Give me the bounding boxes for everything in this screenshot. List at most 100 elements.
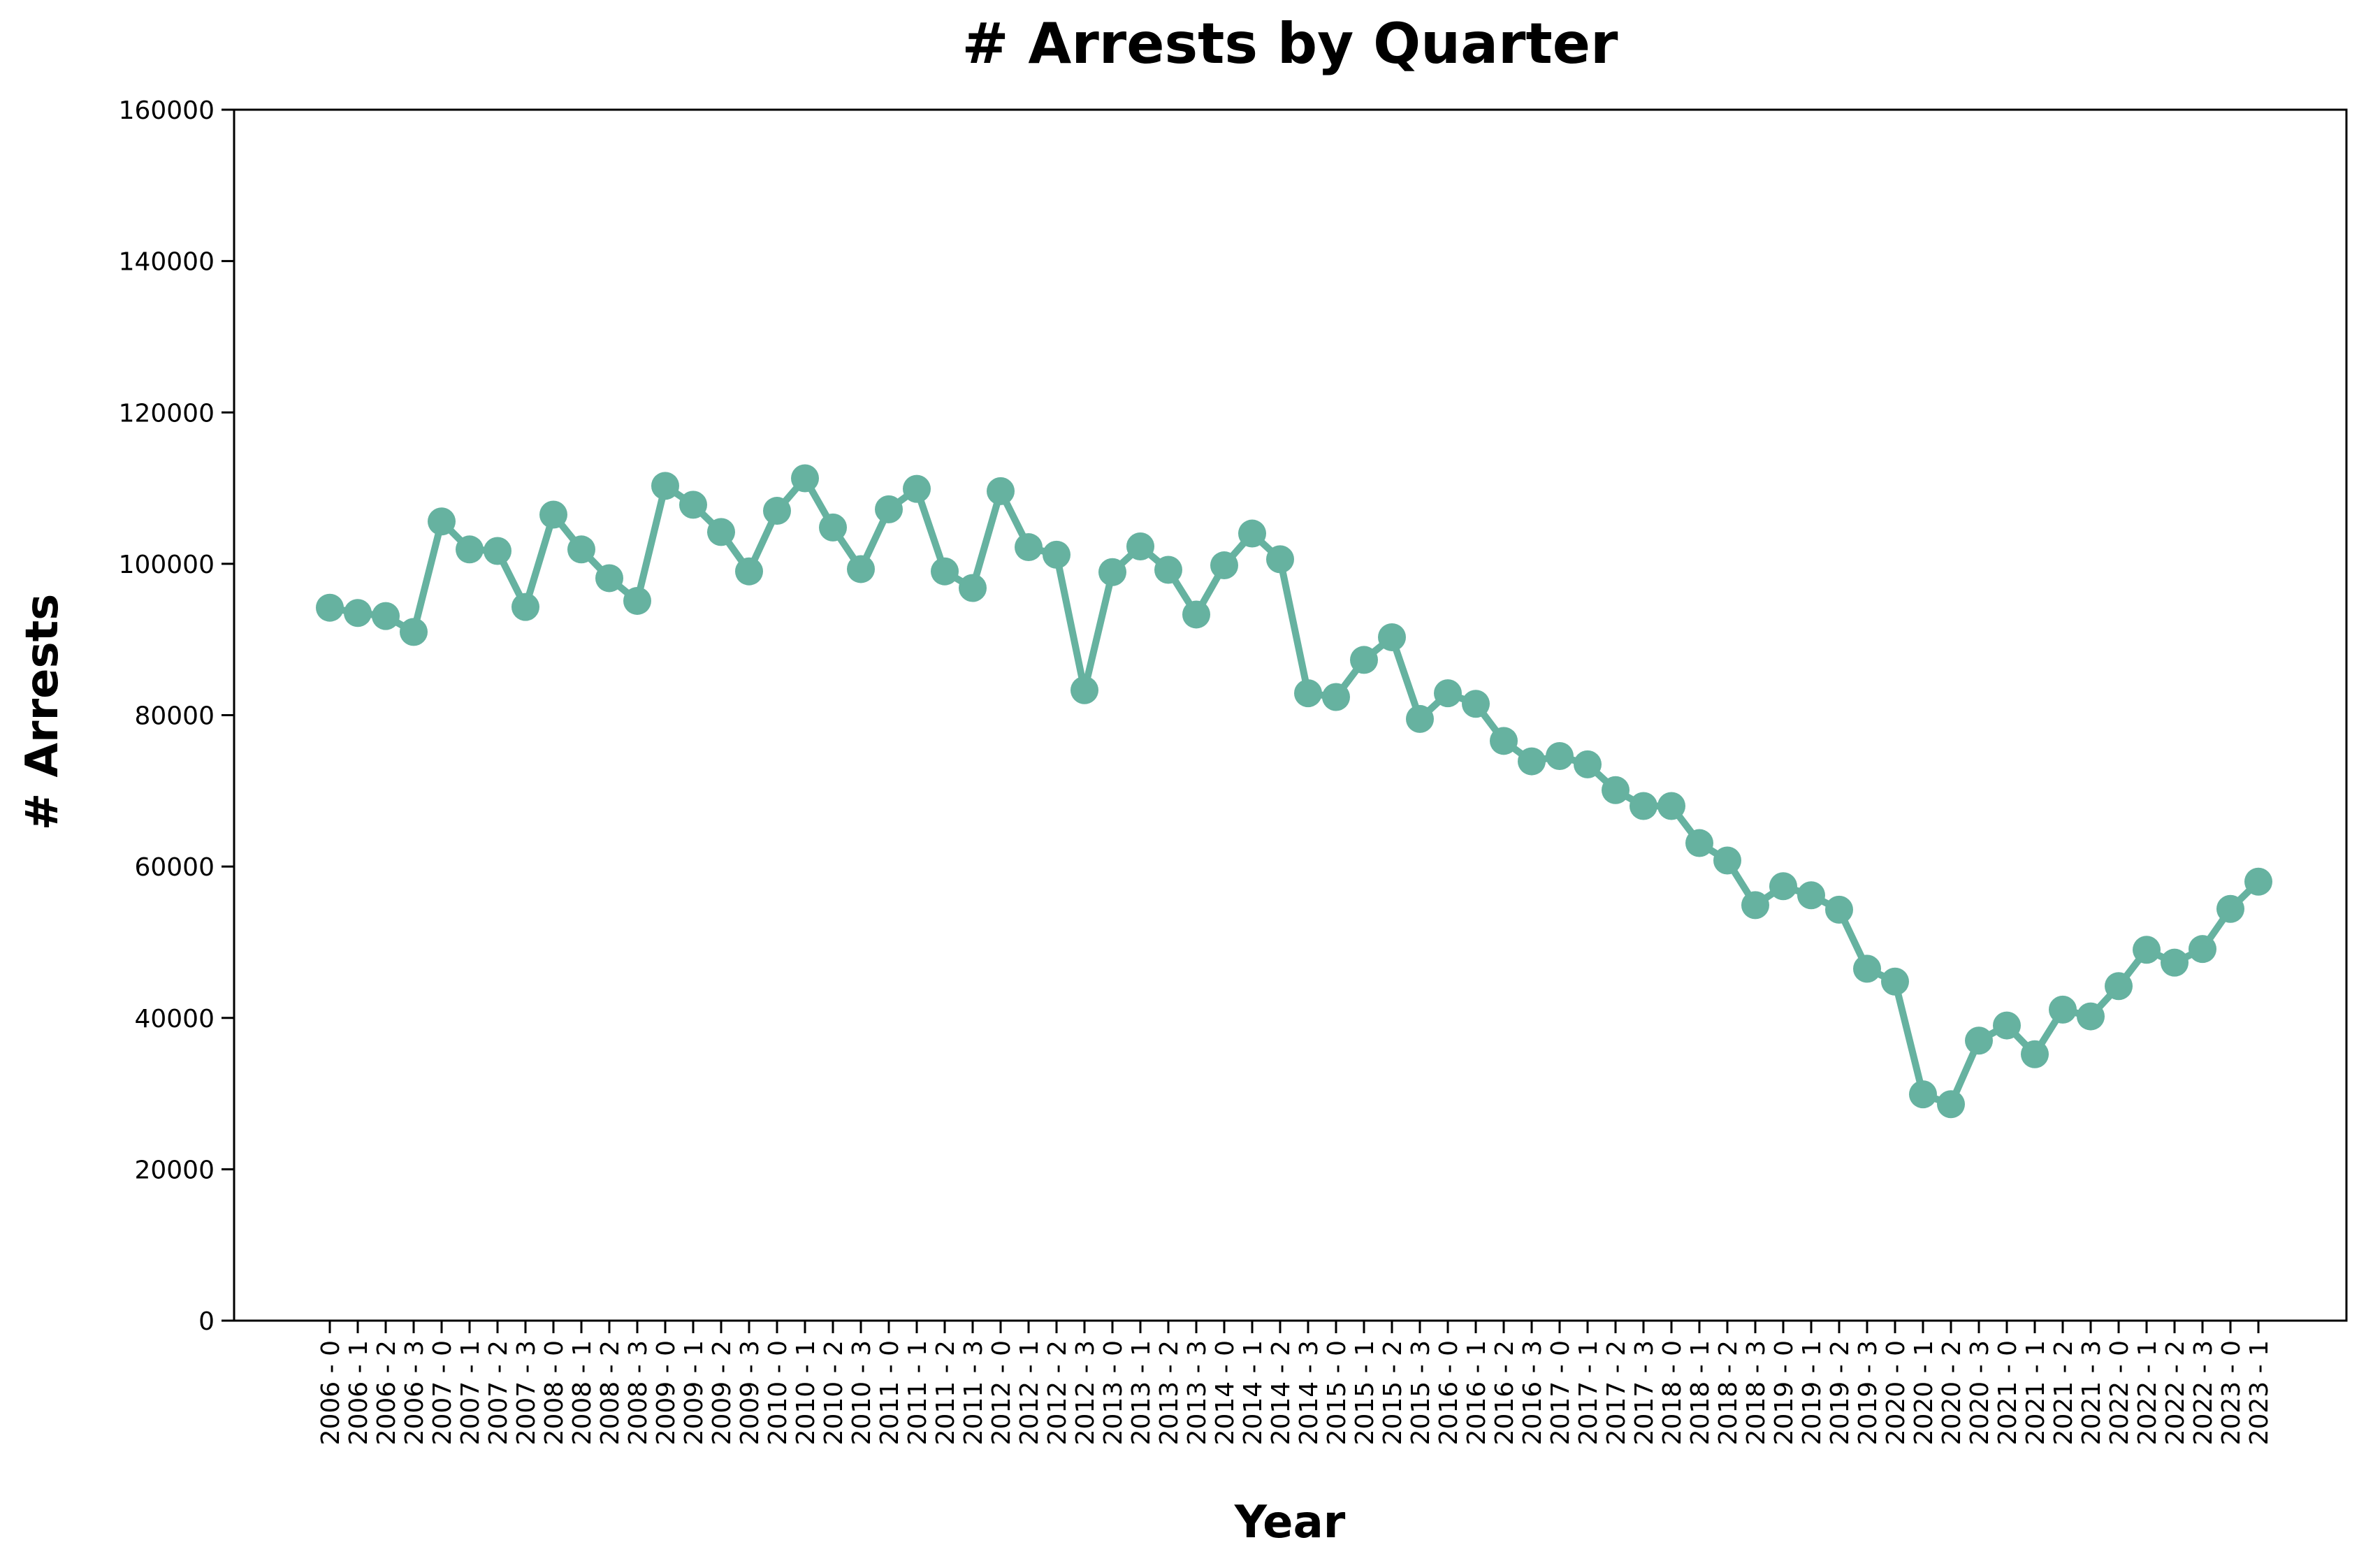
data-point bbox=[1630, 792, 1657, 820]
x-tick-label: 2007 - 0 bbox=[428, 1340, 457, 1445]
data-point bbox=[735, 557, 763, 586]
x-tick-label: 2015 - 0 bbox=[1323, 1340, 1351, 1445]
data-point bbox=[316, 593, 344, 622]
data-point bbox=[1713, 846, 1741, 875]
data-point bbox=[931, 557, 959, 586]
y-axis-label: # Arrests bbox=[17, 594, 68, 831]
data-point bbox=[428, 507, 456, 536]
data-point bbox=[1685, 829, 1713, 857]
data-point bbox=[2049, 995, 2077, 1024]
x-tick-label: 2007 - 3 bbox=[512, 1340, 541, 1445]
y-tick-label: 20000 bbox=[134, 1156, 215, 1184]
data-point bbox=[1518, 747, 1546, 776]
x-tick-label: 2008 - 3 bbox=[624, 1340, 653, 1445]
series-line bbox=[326, 474, 2262, 1108]
data-point bbox=[456, 535, 484, 564]
y-tick-label: 160000 bbox=[119, 96, 215, 125]
data-point bbox=[987, 477, 1015, 505]
x-tick-label: 2023 - 1 bbox=[2245, 1340, 2274, 1445]
x-tick-label: 2012 - 0 bbox=[987, 1340, 1016, 1445]
y-tick-label: 80000 bbox=[134, 702, 215, 731]
x-tick-label: 2019 - 0 bbox=[1770, 1340, 1799, 1445]
x-tick-label: 2007 - 2 bbox=[484, 1340, 513, 1445]
data-point bbox=[623, 586, 651, 615]
data-point bbox=[1546, 741, 1574, 770]
data-point bbox=[2077, 1002, 2105, 1031]
x-tick-label: 2022 - 3 bbox=[2189, 1340, 2218, 1445]
x-tick-label: 2017 - 1 bbox=[1574, 1340, 1603, 1445]
x-tick-label: 2017 - 2 bbox=[1602, 1340, 1631, 1445]
x-tick-label: 2014 - 3 bbox=[1295, 1340, 1323, 1445]
data-point bbox=[1098, 558, 1126, 586]
x-tick-label: 2010 - 1 bbox=[792, 1340, 820, 1445]
data-point bbox=[539, 500, 567, 529]
data-point bbox=[1210, 551, 1238, 580]
x-tick-label: 2011 - 1 bbox=[903, 1340, 932, 1445]
x-tick-label: 2011 - 3 bbox=[959, 1340, 988, 1445]
x-tick-label: 2008 - 2 bbox=[596, 1340, 625, 1445]
x-tick-label: 2021 - 3 bbox=[2077, 1340, 2106, 1445]
data-point bbox=[1350, 646, 1378, 674]
y-tick-label: 60000 bbox=[134, 853, 215, 882]
data-point bbox=[1378, 623, 1406, 651]
data-point bbox=[959, 574, 987, 602]
data-point bbox=[791, 464, 819, 493]
data-point bbox=[400, 618, 428, 646]
x-tick-label: 2021 - 2 bbox=[2049, 1340, 2078, 1445]
x-tick-label: 2012 - 1 bbox=[1015, 1340, 1044, 1445]
x-tick-label: 2014 - 0 bbox=[1211, 1340, 1240, 1445]
data-point bbox=[1294, 679, 1322, 708]
x-tick-label: 2006 - 3 bbox=[400, 1340, 429, 1445]
x-tick-label: 2020 - 2 bbox=[1938, 1340, 1966, 1445]
data-point bbox=[1909, 1080, 1937, 1109]
data-point bbox=[1406, 704, 1434, 733]
data-point bbox=[1881, 967, 1909, 996]
x-axis-ticks: 2006 - 0 2006 - 1 2006 - 2 2006 - 3 2007 - 0… bbox=[317, 1321, 2274, 1445]
x-tick-label: 2016 - 3 bbox=[1518, 1340, 1547, 1445]
data-point bbox=[1574, 750, 1602, 778]
x-tick-label: 2019 - 3 bbox=[1854, 1340, 1882, 1445]
x-tick-label: 2007 - 1 bbox=[456, 1340, 485, 1445]
x-tick-label: 2011 - 0 bbox=[876, 1340, 904, 1445]
x-tick-label: 2010 - 2 bbox=[820, 1340, 848, 1445]
data-point bbox=[1043, 540, 1070, 569]
data-point bbox=[1825, 895, 1853, 924]
data-point bbox=[875, 495, 903, 523]
y-tick-label: 40000 bbox=[134, 1005, 215, 1033]
x-tick-label: 2015 - 3 bbox=[1407, 1340, 1435, 1445]
x-tick-label: 2020 - 0 bbox=[1882, 1340, 1910, 1445]
x-tick-label: 2014 - 1 bbox=[1239, 1340, 1268, 1445]
x-tick-label: 2009 - 1 bbox=[680, 1340, 709, 1445]
x-tick-label: 2015 - 1 bbox=[1351, 1340, 1379, 1445]
x-tick-label: 2022 - 2 bbox=[2161, 1340, 2190, 1445]
data-point bbox=[2133, 936, 2161, 964]
x-tick-label: 2013 - 2 bbox=[1155, 1340, 1184, 1445]
x-tick-label: 2016 - 0 bbox=[1435, 1340, 1463, 1445]
x-tick-label: 2012 - 3 bbox=[1071, 1340, 1100, 1445]
x-tick-label: 2009 - 3 bbox=[736, 1340, 764, 1445]
data-point bbox=[819, 513, 847, 542]
x-tick-label: 2011 - 2 bbox=[931, 1340, 960, 1445]
x-tick-label: 2012 - 2 bbox=[1043, 1340, 1072, 1445]
x-tick-label: 2014 - 2 bbox=[1267, 1340, 1296, 1445]
data-point bbox=[1937, 1090, 1965, 1119]
x-tick-label: 2008 - 1 bbox=[568, 1340, 597, 1445]
data-point bbox=[1266, 545, 1294, 574]
data-point bbox=[2244, 867, 2272, 896]
data-point bbox=[1797, 881, 1825, 910]
x-tick-label: 2021 - 0 bbox=[1994, 1340, 2022, 1445]
data-point bbox=[344, 599, 372, 627]
data-point bbox=[1434, 679, 1462, 708]
x-tick-label: 2008 - 0 bbox=[540, 1340, 569, 1445]
x-tick-label: 2018 - 0 bbox=[1658, 1340, 1687, 1445]
x-tick-label: 2019 - 1 bbox=[1798, 1340, 1827, 1445]
x-tick-label: 2018 - 3 bbox=[1742, 1340, 1771, 1445]
data-point bbox=[1462, 690, 1490, 718]
y-tick-label: 120000 bbox=[119, 399, 215, 428]
data-point bbox=[1182, 600, 1210, 629]
x-tick-label: 2013 - 1 bbox=[1127, 1340, 1156, 1445]
data-point bbox=[1015, 533, 1043, 562]
x-tick-label: 2020 - 3 bbox=[1966, 1340, 1994, 1445]
